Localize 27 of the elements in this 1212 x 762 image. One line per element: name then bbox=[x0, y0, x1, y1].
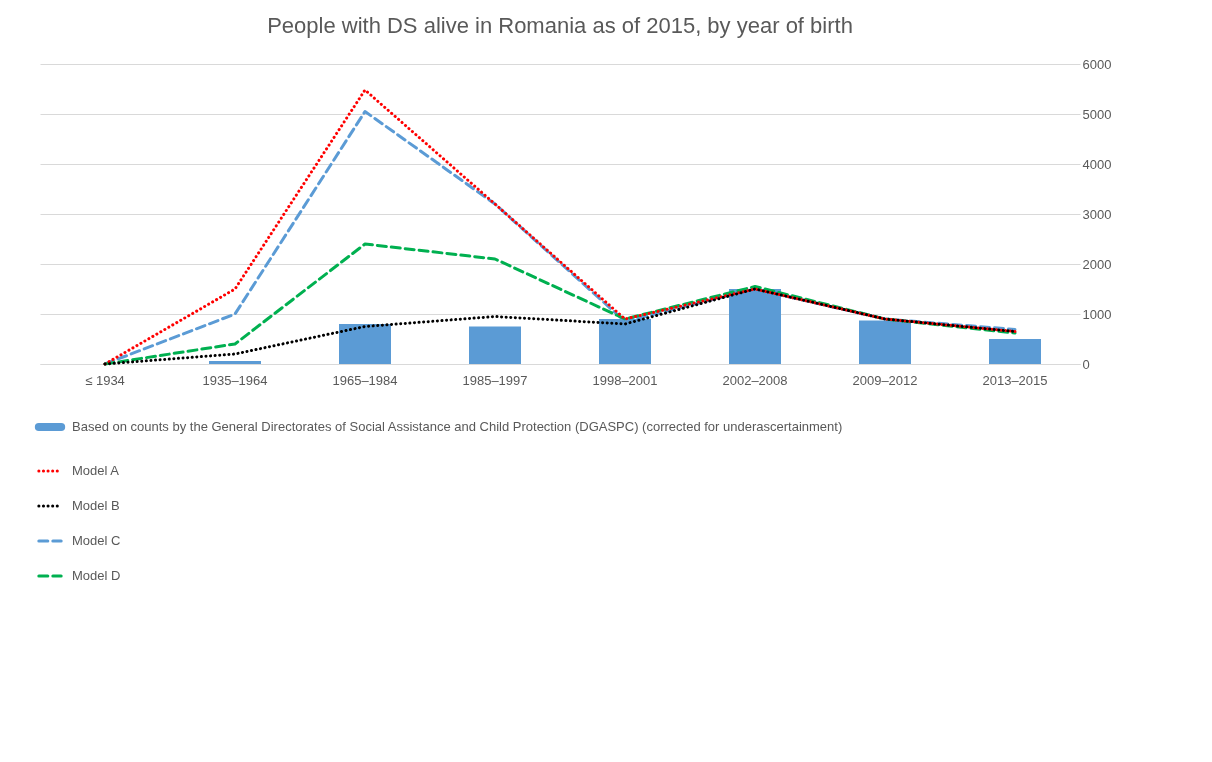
x-tick-label: 1985–1997 bbox=[462, 372, 528, 388]
y-tick-label: 6000 bbox=[1082, 56, 1112, 72]
line-series bbox=[103, 242, 1017, 366]
legend-label: Model C bbox=[72, 533, 121, 548]
bar bbox=[339, 324, 391, 364]
legend-label: Model D bbox=[72, 568, 121, 583]
bar bbox=[469, 326, 521, 364]
x-tick-label: 2002–2008 bbox=[722, 372, 788, 388]
x-tick-label: 1935–1964 bbox=[202, 372, 268, 388]
y-tick-label: 4000 bbox=[1082, 156, 1112, 172]
x-tick-label: 2009–2012 bbox=[852, 372, 918, 388]
y-tick-label: 5000 bbox=[1082, 106, 1112, 122]
y-tick-label: 1000 bbox=[1082, 306, 1112, 322]
legend-label: Model B bbox=[72, 498, 120, 513]
bar bbox=[209, 361, 261, 364]
chart-title: People with DS alive in Romania as of 2015, by year of birth bbox=[267, 13, 853, 38]
legend-label: Based on counts by the General Directorates of Social Assistance and Child Protection (DGASPC) (corrected for underascertainment) bbox=[72, 419, 843, 434]
y-tick-label: 2000 bbox=[1082, 256, 1112, 272]
y-tick-label: 3000 bbox=[1082, 206, 1112, 222]
x-tick-label: 1998–2001 bbox=[592, 372, 658, 388]
x-tick-label: 1965–1984 bbox=[332, 372, 398, 388]
bar bbox=[989, 339, 1041, 364]
y-tick-label: 0 bbox=[1082, 356, 1090, 372]
line-series bbox=[103, 287, 1017, 366]
x-tick-label: 2013–2015 bbox=[982, 372, 1048, 388]
legend-label: Model A bbox=[72, 463, 120, 478]
x-tick-label: ≤ 1934 bbox=[85, 372, 125, 388]
